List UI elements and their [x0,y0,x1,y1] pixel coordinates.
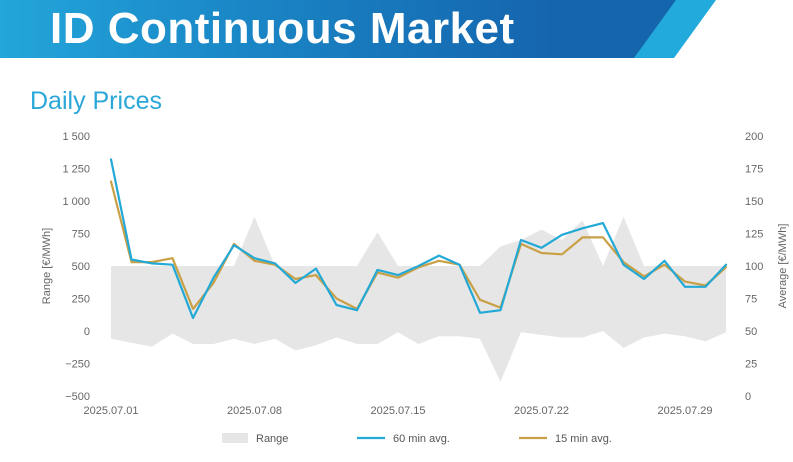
left-axis-tick: 0 [84,326,90,338]
legend-60min-label: 60 min avg. [393,433,450,445]
right-axis-tick: 150 [745,196,763,208]
header-banner: ID Continuous Market [0,0,793,58]
right-axis-tick: 175 [745,164,763,176]
page-title: ID Continuous Market [50,4,515,53]
right-axis-tick: 200 [745,131,763,143]
left-axis-tick: 1 500 [62,131,90,143]
right-axis-tick: 50 [745,326,757,338]
left-axis-tick: 1 250 [62,164,90,176]
x-axis-tick: 2025.07.15 [370,405,425,417]
x-axis-tick: 2025.07.29 [657,405,712,417]
left-axis-tick: −500 [65,391,90,403]
x-axis-tick: 2025.07.01 [83,405,138,417]
series-line-60min [109,158,728,320]
legend-range-swatch [222,433,248,443]
right-axis-tick: 125 [745,229,763,241]
banner-shape [0,0,716,58]
right-axis-tick: 100 [745,261,763,273]
legend: Range 60 min avg. 15 min avg. [222,433,612,445]
series-line-15min [109,180,728,310]
left-axis-tick: 750 [72,229,90,241]
x-axis-tick: 2025.07.22 [514,405,569,417]
left-axis-tick: 1 000 [62,196,90,208]
right-axis-tick: 0 [745,391,751,403]
left-axis-tick: 500 [72,261,90,273]
right-axis-label: Average [€/MWh] [777,224,789,309]
right-axis-tick: 75 [745,294,757,306]
right-axis-tick: 25 [745,359,757,371]
legend-15min-label: 15 min avg. [555,433,612,445]
x-axis-tick: 2025.07.08 [227,405,282,417]
range-area [111,216,726,382]
chart-section-title: Daily Prices [30,87,162,115]
left-axis-tick: −250 [65,359,90,371]
legend-range-label: Range [256,433,288,445]
left-axis-label: Range [€/MWh] [41,228,53,304]
left-axis-tick: 250 [72,294,90,306]
